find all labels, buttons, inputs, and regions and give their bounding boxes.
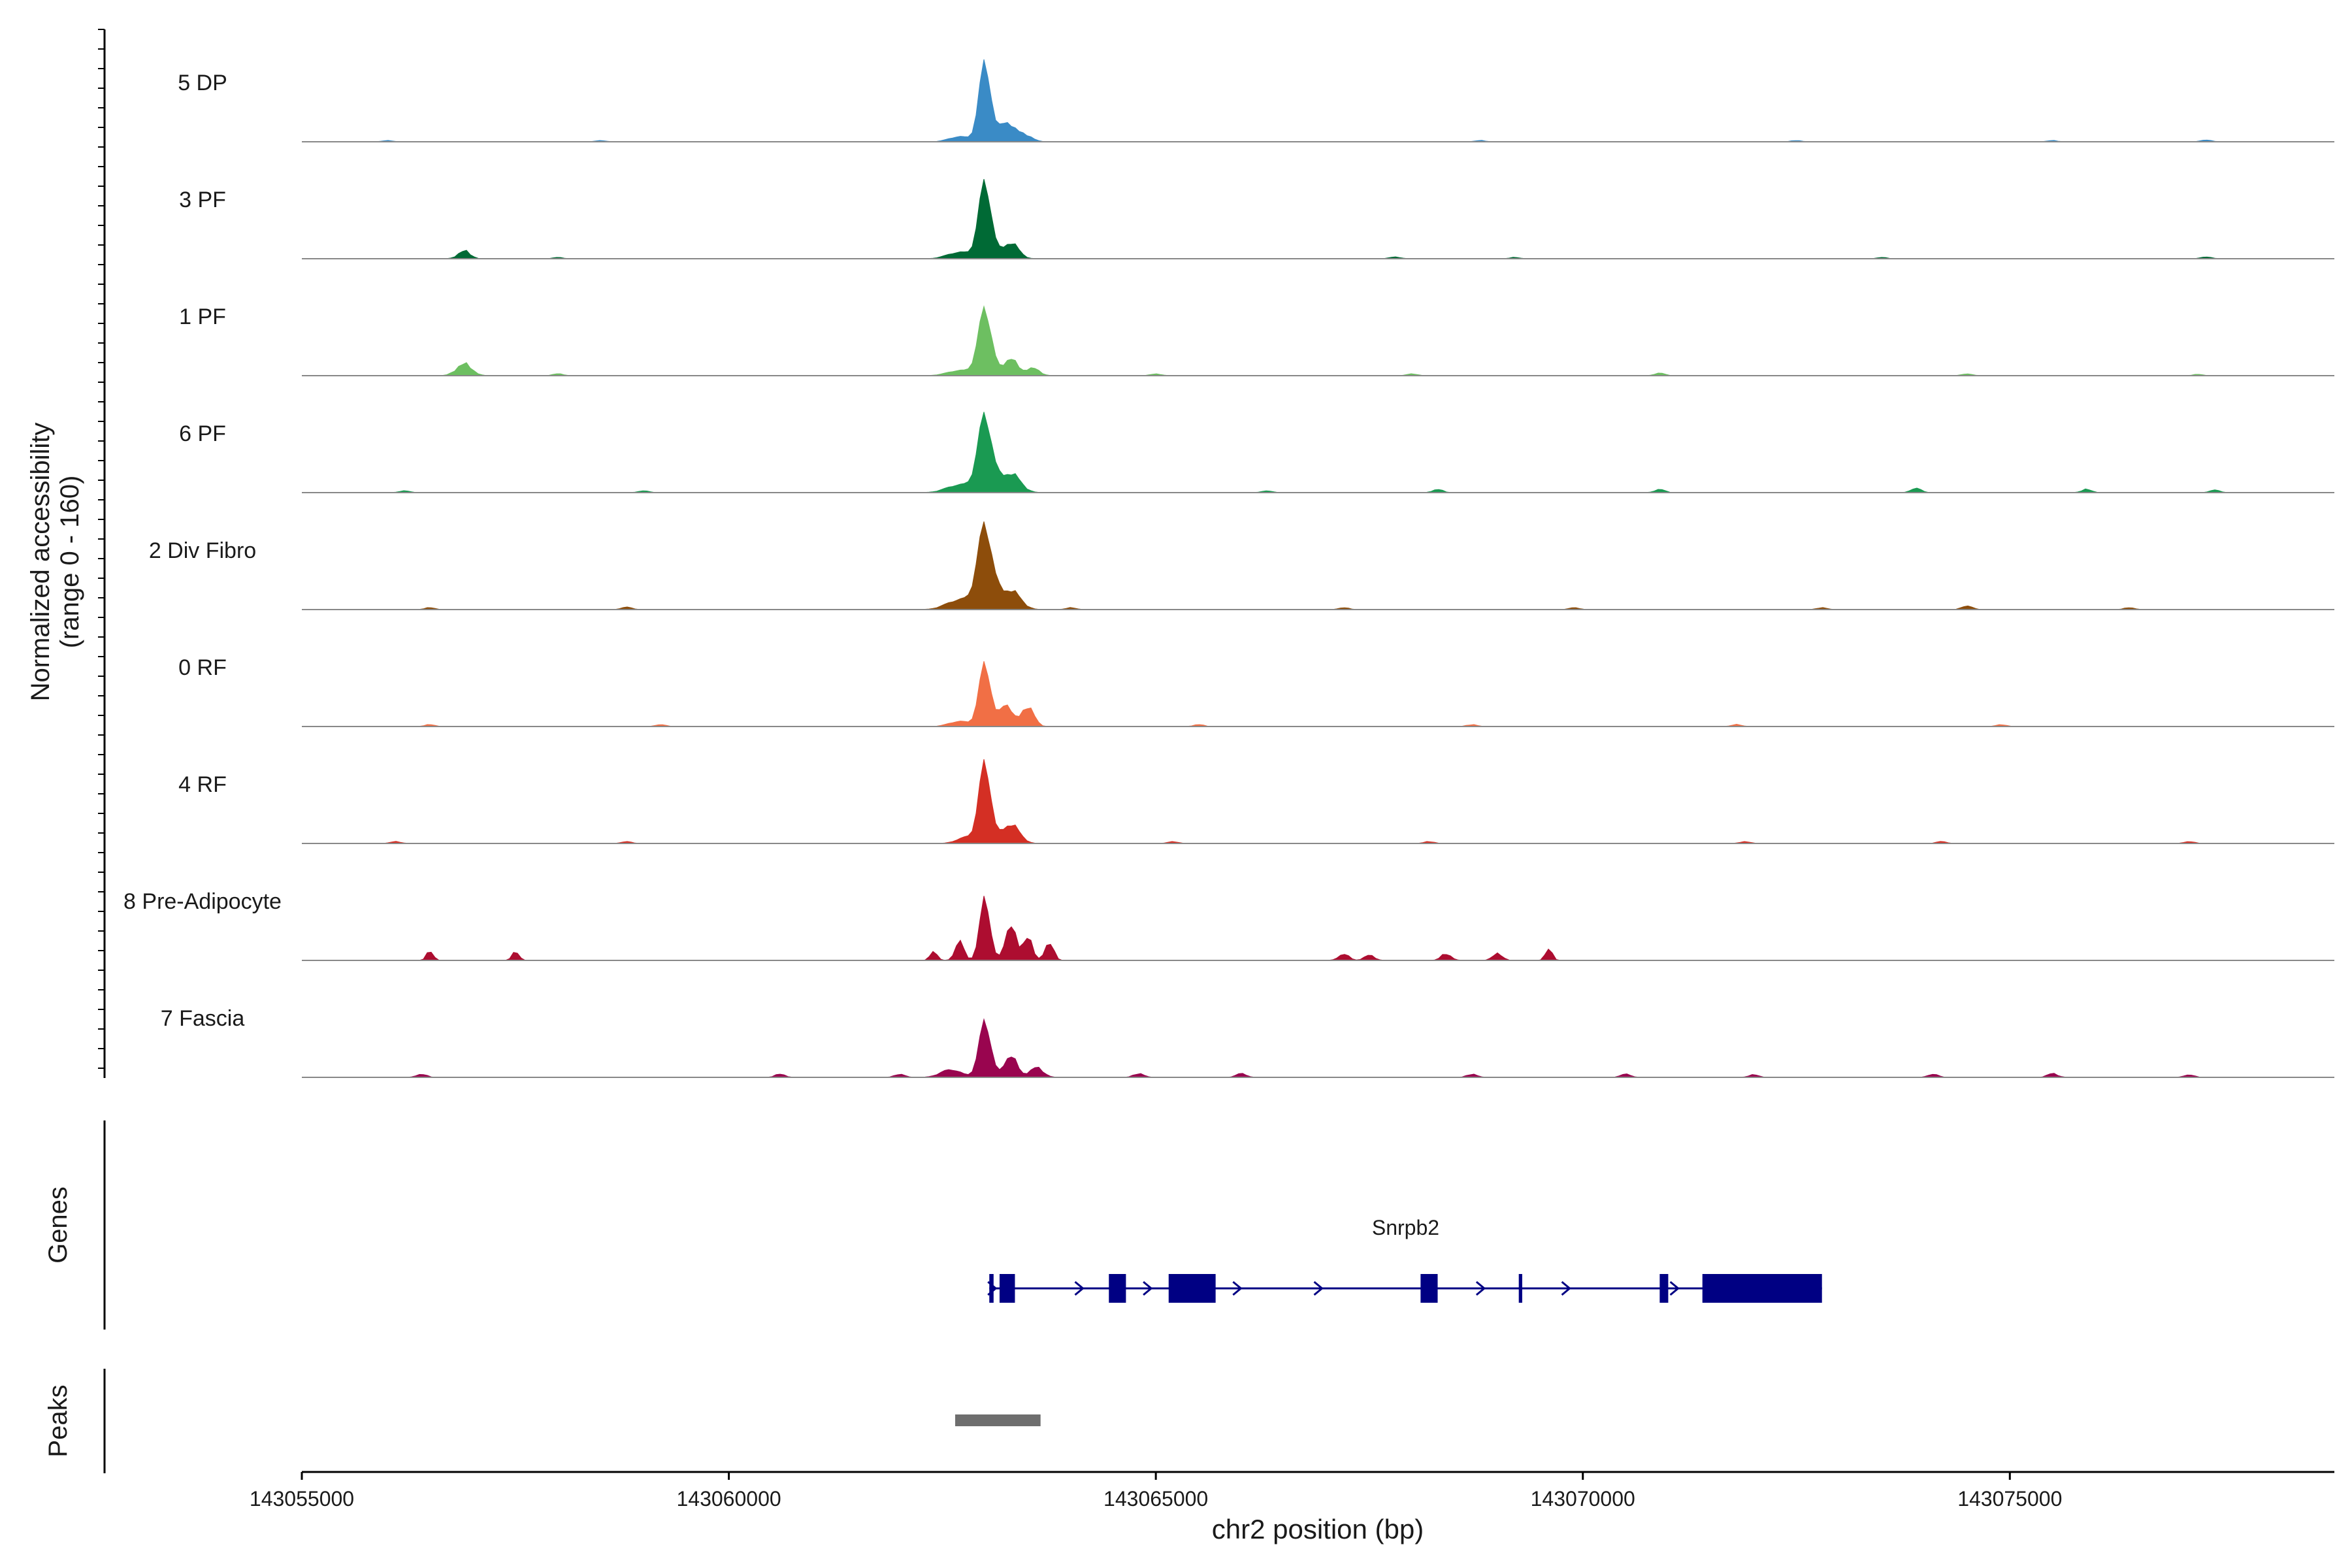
x-axis-ticks: 143055000 143060000 143065000 143070000 1430… [250,1472,2062,1511]
track-label: 0 RF [178,655,227,680]
track-label: 8 Pre-Adipocyte [123,889,282,914]
strand-arrow [1232,1281,1243,1296]
x-tick-label: 143060000 [676,1487,781,1511]
y-axis-label: Normalized accessibility [26,423,55,702]
strand-arrow [1074,1281,1085,1296]
gene-exon [1420,1274,1438,1303]
track-3-pf: 3 PF [179,178,2334,259]
genes-panel-label: Genes [44,1186,73,1264]
track-0-rf: 0 RF [178,655,2334,727]
track-5-dp: 5 DP [178,59,2334,142]
gene-name: Snrpb2 [1372,1216,1439,1239]
track-1-pf: 1 PF [179,304,2334,376]
coverage-tracks: 5 DP 3 PF 1 PF 6 PF 2 Div Fibro 0 RF 4 RF 8 Pre… [123,59,2334,1078]
gene-exon [1659,1274,1669,1303]
track-label: 4 RF [178,772,227,797]
strand-arrow [1669,1281,1680,1296]
gene-exon [1702,1274,1822,1303]
track-2-div-fibro: 2 Div Fibro [149,521,2334,610]
peak-region [955,1414,1041,1426]
track-7-fascia: 7 Fascia [161,1006,2334,1078]
track-label: 1 PF [179,304,226,329]
strand-arrow [1313,1281,1324,1296]
x-tick-label: 143065000 [1103,1487,1208,1511]
gene-exon [999,1274,1015,1303]
strand-arrow [1475,1281,1486,1296]
x-tick-label: 143055000 [250,1487,354,1511]
gene-track: Snrpb2 [987,1216,1822,1303]
gene-exon [989,1274,994,1303]
track-label: 7 Fascia [161,1006,245,1031]
track-label: 3 PF [179,188,226,212]
track-8-pre-adipocyte: 8 Pre-Adipocyte [123,889,2334,961]
track-4-rf: 4 RF [178,759,2334,844]
gene-exon [1518,1274,1522,1303]
x-tick-label: 143070000 [1531,1487,1635,1511]
peaks-panel-label: Peaks [44,1384,73,1457]
strand-arrow [1143,1281,1153,1296]
x-axis-label: chr2 position (bp) [1212,1514,1424,1544]
track-label: 2 Div Fibro [149,538,256,563]
track-label: 5 DP [178,71,227,95]
gene-exon [1109,1274,1126,1303]
x-tick-label: 143075000 [1957,1487,2062,1511]
strand-arrow [1561,1281,1571,1296]
coverage-y-axis [98,29,106,1078]
y-axis-label-range: (range 0 - 160) [56,476,84,649]
track-6-pf: 6 PF [179,412,2334,493]
track-label: 6 PF [179,421,226,446]
gene-exon [1168,1274,1216,1303]
peak-track [955,1414,1041,1426]
